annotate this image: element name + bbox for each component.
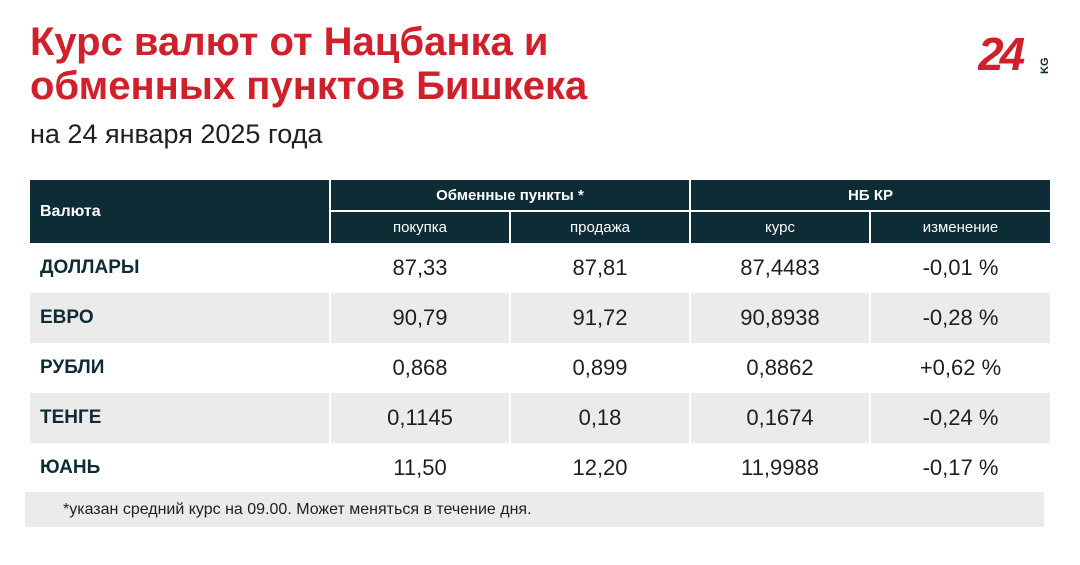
change-value: +0,62 %	[868, 343, 1051, 393]
table-row: ДОЛЛАРЫ 87,33 87,81 87,4483 -0,01 %	[30, 243, 1051, 293]
header-exchange-points: Обменные пункты *	[329, 180, 690, 212]
sell-value: 87,81	[509, 243, 690, 293]
change-value: -0,28 %	[868, 293, 1051, 343]
table-row: ЕВРО 90,79 91,72 90,8938 -0,28 %	[30, 293, 1051, 343]
title-line-1: Курс валют от Нацбанка и	[30, 20, 549, 64]
change-value: -0,01 %	[868, 243, 1051, 293]
rate-value: 90,8938	[689, 293, 870, 343]
header-change: изменение	[868, 211, 1051, 243]
header-nbkr: НБ КР	[688, 180, 1051, 212]
footnote: *указан средний курс на 09.00. Может мен…	[25, 492, 1044, 527]
rate-value: 0,8862	[689, 343, 870, 393]
buy-value: 87,33	[329, 243, 510, 293]
header-buy: покупка	[329, 211, 510, 243]
24kg-logo-mark: 24 KG	[978, 28, 1050, 78]
buy-value: 0,868	[329, 343, 510, 393]
table-row: РУБЛИ 0,868 0,899 0,8862 +0,62 %	[30, 343, 1051, 393]
logo-number: 24	[978, 28, 1025, 78]
rate-value: 0,1674	[689, 393, 870, 443]
currency-name: ЕВРО	[30, 293, 330, 343]
currency-name: ДОЛЛАРЫ	[40, 257, 140, 278]
currency-name: РУБЛИ	[40, 357, 105, 378]
header-sell: продажа	[509, 211, 690, 243]
logo-suffix: KG	[1039, 58, 1050, 75]
change-value: -0,24 %	[868, 393, 1051, 443]
rate-value: 11,9988	[689, 443, 870, 493]
date-subtitle: на 24 января 2025 года	[30, 119, 323, 149]
exchange-rate-table: Валюта Обменные пункты * НБ КР покупка п…	[30, 180, 1051, 493]
currency-name: ТЕНГЕ	[30, 393, 330, 443]
header-currency: Валюта	[30, 180, 330, 243]
sell-value: 91,72	[509, 293, 690, 343]
change-value: -0,17 %	[868, 443, 1051, 493]
table-row: ТЕНГЕ 0,1145 0,18 0,1674 -0,24 %	[30, 393, 1051, 443]
buy-value: 0,1145	[329, 393, 510, 443]
buy-value: 90,79	[329, 293, 510, 343]
header-rate: курс	[689, 211, 870, 243]
sell-value: 0,18	[509, 393, 690, 443]
title-line-2: обменных пунктов Бишкека	[30, 64, 588, 108]
table-row: ЮАНЬ 11,50 12,20 11,9988 -0,17 %	[30, 443, 1051, 493]
24kg-logo: 24 KG	[978, 28, 1050, 78]
sell-value: 0,899	[509, 343, 690, 393]
sell-value: 12,20	[509, 443, 690, 493]
currency-name: ЮАНЬ	[40, 457, 101, 478]
rate-value: 87,4483	[689, 243, 870, 293]
buy-value: 11,50	[329, 443, 510, 493]
page-title: Курс валют от Нацбанка и обменных пункто…	[30, 20, 930, 108]
